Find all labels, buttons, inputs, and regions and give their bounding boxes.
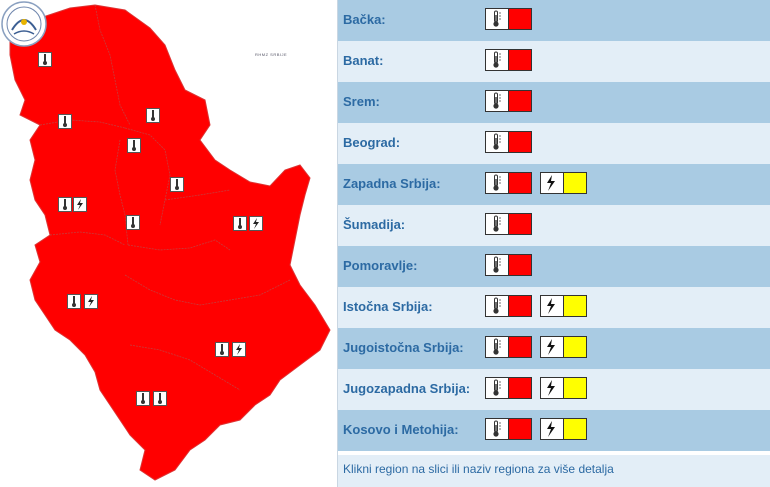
rhmz-logo-icon	[1, 1, 47, 47]
map-thermometer-icon[interactable]	[170, 177, 184, 192]
lightning-warning-badge[interactable]	[540, 172, 587, 194]
map-thermometer-icon[interactable]	[58, 197, 72, 212]
map-thermometer-icon[interactable]	[38, 52, 52, 67]
thermometer-warning-badge[interactable]	[485, 377, 532, 399]
region-row[interactable]: Srem:	[338, 82, 770, 123]
warning-level-red	[509, 337, 531, 357]
thermometer-warning-badge[interactable]	[485, 418, 532, 440]
serbia-map-regions[interactable]	[9, 4, 331, 481]
region-name-link[interactable]: Beograd:	[343, 135, 401, 150]
map-lightning-icon[interactable]	[73, 197, 87, 212]
warning-level-yellow	[564, 173, 586, 193]
warning-level-yellow	[564, 419, 586, 439]
thermometer-warning-badge[interactable]	[485, 8, 532, 30]
region-name-link[interactable]: Pomoravlje:	[343, 258, 418, 273]
map-thermometer-icon[interactable]	[233, 216, 247, 231]
map-thermometer-icon[interactable]	[146, 108, 160, 123]
warning-level-red	[509, 50, 531, 70]
lightning-warning-badge[interactable]	[540, 418, 587, 440]
warning-level-red	[509, 214, 531, 234]
lightning-warning-badge[interactable]	[540, 336, 587, 358]
map-thermometer-icon[interactable]	[126, 215, 140, 230]
thermometer-warning-badge[interactable]	[485, 49, 532, 71]
thermometer-icon	[486, 91, 509, 111]
lightning-icon	[541, 296, 564, 316]
map-thermometer-icon[interactable]	[215, 342, 229, 357]
thermometer-warning-badge[interactable]	[485, 172, 532, 194]
map-thermometer-icon[interactable]	[127, 138, 141, 153]
thermometer-icon	[486, 378, 509, 398]
map-thermometer-icon[interactable]	[58, 114, 72, 129]
thermometer-icon	[486, 9, 509, 29]
footer-text: Klikni region na slici ili naziv regiona…	[343, 462, 614, 476]
map-lightning-icon[interactable]	[84, 294, 98, 309]
thermometer-warning-badge[interactable]	[485, 90, 532, 112]
warning-level-yellow	[564, 378, 586, 398]
warning-level-red	[509, 9, 531, 29]
region-name-link[interactable]: Istočna Srbija:	[343, 299, 433, 314]
thermometer-icon	[486, 296, 509, 316]
region-row[interactable]: Jugoistočna Srbija:	[338, 328, 770, 369]
region-row[interactable]: Bačka:	[338, 0, 770, 41]
region-name-link[interactable]: Banat:	[343, 53, 384, 68]
thermometer-icon	[486, 419, 509, 439]
thermometer-icon	[486, 255, 509, 275]
lightning-icon	[541, 337, 564, 357]
warning-level-red	[509, 132, 531, 152]
map-lightning-icon[interactable]	[232, 342, 246, 357]
region-row[interactable]: Banat:	[338, 41, 770, 82]
region-name-link[interactable]: Bačka:	[343, 12, 386, 27]
map-thermometer-icon[interactable]	[153, 391, 167, 406]
logo-text: RHMZ SRBIJE	[255, 52, 288, 57]
region-row[interactable]: Pomoravlje:	[338, 246, 770, 287]
warning-level-red	[509, 419, 531, 439]
region-row[interactable]: Kosovo i Metohija:	[338, 410, 770, 451]
thermometer-warning-badge[interactable]	[485, 213, 532, 235]
warning-level-red	[509, 255, 531, 275]
warning-level-red	[509, 173, 531, 193]
warning-level-red	[509, 378, 531, 398]
thermometer-icon	[486, 214, 509, 234]
region-row[interactable]: Zapadna Srbija:	[338, 164, 770, 205]
region-name-link[interactable]: Zapadna Srbija:	[343, 176, 441, 191]
footer-hint: Klikni region na slici ili naziv regiona…	[338, 455, 770, 487]
region-row[interactable]: Beograd:	[338, 123, 770, 164]
thermometer-warning-badge[interactable]	[485, 336, 532, 358]
region-row[interactable]: Jugozapadna Srbija:	[338, 369, 770, 410]
thermometer-icon	[486, 132, 509, 152]
lightning-warning-badge[interactable]	[540, 295, 587, 317]
region-name-link[interactable]: Kosovo i Metohija:	[343, 422, 459, 437]
thermometer-warning-badge[interactable]	[485, 254, 532, 276]
thermometer-icon	[486, 337, 509, 357]
warning-level-yellow	[564, 296, 586, 316]
region-name-link[interactable]: Šumadija:	[343, 217, 406, 232]
map-thermometer-icon[interactable]	[136, 391, 150, 406]
thermometer-warning-badge[interactable]	[485, 131, 532, 153]
lightning-warning-badge[interactable]	[540, 377, 587, 399]
warning-level-yellow	[564, 337, 586, 357]
thermometer-icon	[486, 173, 509, 193]
serbia-map[interactable]	[0, 0, 336, 487]
warning-level-red	[509, 296, 531, 316]
warning-level-red	[509, 91, 531, 111]
lightning-icon	[541, 173, 564, 193]
region-name-link[interactable]: Jugoistočna Srbija:	[343, 340, 464, 355]
map-thermometer-icon[interactable]	[67, 294, 81, 309]
map-lightning-icon[interactable]	[249, 216, 263, 231]
region-table: Bačka: Banat: Srem: Beograd: Zapadna Srbija:…	[337, 0, 770, 487]
region-name-link[interactable]: Jugozapadna Srbija:	[343, 381, 471, 396]
lightning-icon	[541, 419, 564, 439]
thermometer-icon	[486, 50, 509, 70]
warning-map[interactable]: RHMZ SRBIJE	[0, 0, 336, 487]
thermometer-warning-badge[interactable]	[485, 295, 532, 317]
lightning-icon	[541, 378, 564, 398]
region-row[interactable]: Istočna Srbija:	[338, 287, 770, 328]
region-row[interactable]: Šumadija:	[338, 205, 770, 246]
region-name-link[interactable]: Srem:	[343, 94, 380, 109]
